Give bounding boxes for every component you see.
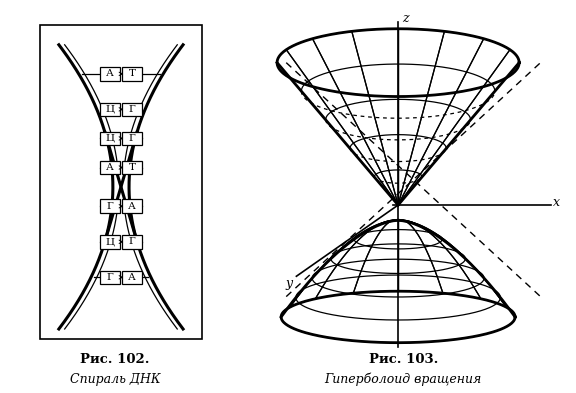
Text: Ц: Ц bbox=[105, 134, 114, 143]
Bar bbox=[122, 132, 142, 145]
Text: Г: Г bbox=[107, 273, 113, 282]
Bar bbox=[100, 161, 120, 174]
Bar bbox=[122, 270, 142, 284]
Bar bbox=[100, 235, 120, 249]
Text: Рис. 102.: Рис. 102. bbox=[81, 353, 150, 366]
Text: z: z bbox=[401, 11, 408, 24]
Text: Рис. 103.: Рис. 103. bbox=[369, 353, 438, 366]
Text: Ц: Ц bbox=[105, 237, 114, 246]
Text: А: А bbox=[128, 202, 136, 211]
Text: Г: Г bbox=[129, 237, 135, 246]
Bar bbox=[122, 67, 142, 81]
Bar bbox=[100, 103, 120, 116]
Text: Т: Т bbox=[129, 69, 136, 78]
Text: x: x bbox=[553, 196, 560, 209]
Bar bbox=[100, 200, 120, 213]
Text: А: А bbox=[106, 163, 113, 172]
Text: Г: Г bbox=[129, 134, 135, 143]
Bar bbox=[122, 161, 142, 174]
Bar bbox=[122, 103, 142, 116]
Bar bbox=[40, 26, 202, 339]
Text: y: y bbox=[285, 277, 293, 290]
Text: Г: Г bbox=[107, 202, 113, 211]
Bar bbox=[122, 235, 142, 249]
Text: А: А bbox=[106, 69, 113, 78]
Bar bbox=[100, 132, 120, 145]
Text: А: А bbox=[128, 273, 136, 282]
Text: Г: Г bbox=[129, 105, 135, 114]
Text: Гиперболоид вращения: Гиперболоид вращения bbox=[324, 373, 482, 386]
Text: Спираль ДНК: Спираль ДНК bbox=[70, 373, 161, 386]
Bar bbox=[100, 67, 120, 81]
Text: Ц: Ц bbox=[105, 105, 114, 114]
Text: Т: Т bbox=[129, 163, 136, 172]
Bar bbox=[122, 200, 142, 213]
Bar bbox=[100, 270, 120, 284]
